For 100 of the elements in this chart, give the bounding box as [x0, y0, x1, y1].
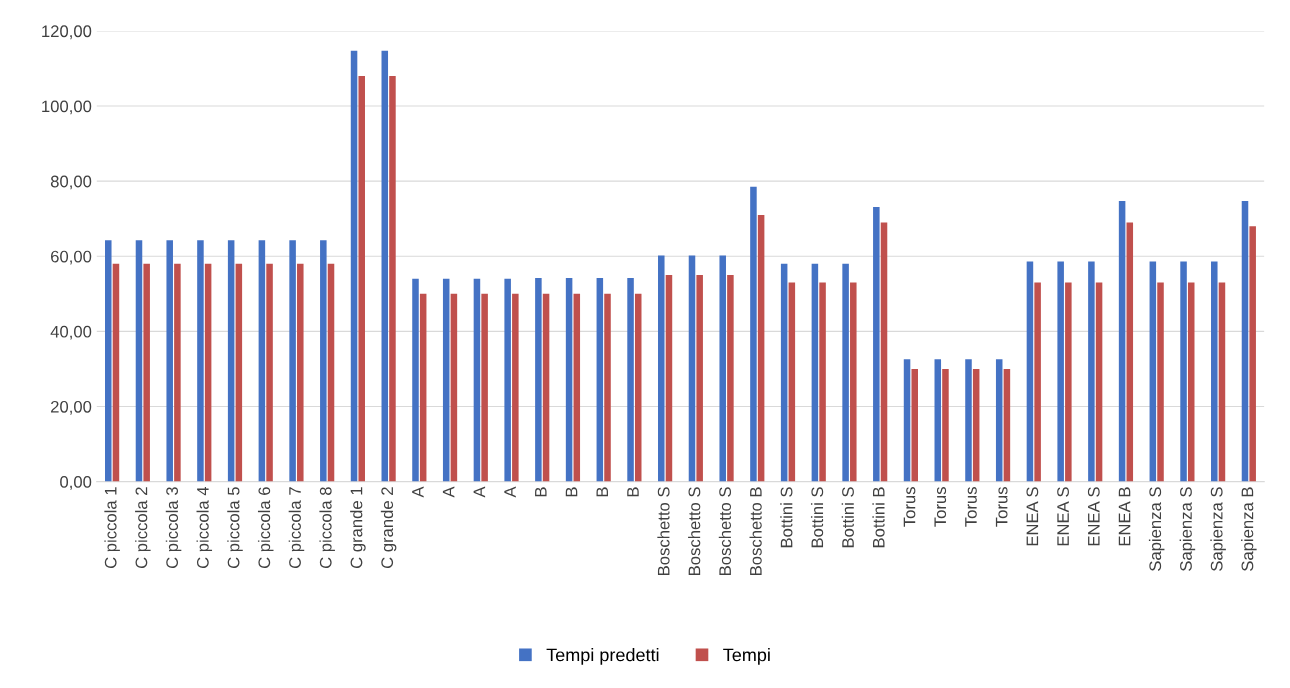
- x-tick-label: A: [473, 486, 486, 498]
- bar: [788, 282, 796, 482]
- bar: [473, 278, 481, 482]
- bar: [381, 50, 389, 482]
- bar: [634, 293, 642, 482]
- bar: [604, 293, 611, 482]
- y-tick-label: 20,00: [51, 400, 92, 415]
- bar: [174, 263, 181, 482]
- x-tick-label: A: [412, 486, 424, 498]
- x-tick-label: Sapienza S: [1148, 487, 1165, 571]
- y-tick-label: 80,00: [50, 175, 92, 190]
- bar: [1057, 261, 1064, 482]
- bar: [1118, 201, 1126, 482]
- x-tick-label: C piccola 7: [288, 487, 305, 569]
- bar: [350, 50, 358, 482]
- bar: [1034, 282, 1041, 482]
- bar: [850, 282, 857, 482]
- bar: [903, 359, 911, 482]
- bar: [934, 359, 942, 482]
- x-tick-label: C piccola 8: [319, 487, 335, 569]
- bar: [1149, 261, 1157, 482]
- bar: [658, 255, 665, 482]
- bar: [750, 186, 757, 482]
- x-tick-label: Torus: [965, 487, 977, 527]
- bar: [1003, 368, 1011, 482]
- bar: [842, 263, 849, 482]
- y-tick-label: 120,00: [42, 25, 92, 40]
- x-tick-label: Bottini S: [841, 487, 854, 548]
- x-tick-label: ENEA S: [1087, 487, 1100, 546]
- bar: [573, 293, 581, 482]
- x-tick-label: C piccola 4: [196, 486, 213, 569]
- bar: [235, 263, 243, 482]
- bar: [135, 240, 143, 482]
- bar: [204, 263, 212, 482]
- x-tick-label: A: [504, 486, 516, 498]
- bar: [266, 263, 273, 482]
- bar: [389, 76, 396, 482]
- bar: [627, 278, 634, 482]
- legend-label: Tempi predetti: [546, 648, 659, 665]
- x-tick-label: C piccola 1: [104, 487, 120, 569]
- x-tick-label: B: [535, 487, 547, 497]
- x-tick-label: B: [565, 487, 578, 497]
- bar: [419, 293, 427, 482]
- bar: [1218, 282, 1226, 482]
- x-tick-label: Boschetto B: [749, 487, 762, 575]
- x-tick-label: Torus: [934, 487, 947, 527]
- bar: [112, 263, 120, 482]
- bar: [780, 263, 788, 482]
- x-tick-label: C piccola 2: [135, 487, 151, 569]
- bar: [727, 275, 734, 482]
- bar: [412, 278, 419, 482]
- y-tick-label: 100,00: [42, 100, 92, 115]
- bar: [665, 275, 673, 482]
- bar: [1187, 282, 1195, 482]
- x-tick-label: A: [442, 486, 455, 498]
- bar: [911, 368, 918, 482]
- bar: [258, 240, 266, 482]
- bar: [1088, 261, 1095, 482]
- bar: [1211, 261, 1218, 482]
- bar: [811, 263, 819, 482]
- x-tick-label: C piccola 5: [227, 487, 243, 569]
- bar: [719, 255, 726, 482]
- x-tick-label: Bottini B: [872, 487, 885, 548]
- x-tick-label: Sapienza B: [1241, 487, 1257, 571]
- x-tick-label: ENEA B: [1118, 487, 1131, 546]
- bar: [1095, 282, 1103, 482]
- y-tick-label: 60,00: [51, 250, 92, 265]
- x-tick-label: B: [627, 487, 639, 497]
- bar: [688, 255, 696, 482]
- bar: [227, 240, 235, 482]
- bar: [819, 282, 826, 482]
- y-tick-label: 40,00: [50, 325, 92, 340]
- bar: [873, 207, 880, 482]
- bar: [1180, 261, 1187, 482]
- bar: [542, 293, 550, 482]
- bar: [327, 263, 335, 482]
- bar: [535, 278, 542, 482]
- bar: [105, 240, 112, 482]
- x-tick-label: ENEA S: [1057, 487, 1069, 546]
- x-tick-label: C grande 1: [350, 487, 366, 569]
- bar: [297, 263, 304, 482]
- bar: [995, 359, 1003, 482]
- x-tick-label: Bottini S: [780, 487, 793, 548]
- x-tick-label: C piccola 6: [257, 487, 274, 569]
- x-tick-label: Torus: [995, 487, 1008, 527]
- x-tick-label: Boschetto S: [718, 487, 732, 575]
- bar: [1126, 222, 1134, 482]
- bar: [143, 263, 150, 482]
- x-tick-label: C grande 2: [380, 487, 397, 569]
- x-tick-label: Boschetto S: [657, 487, 670, 575]
- x-tick-label: Bottini S: [810, 487, 824, 548]
- bar: [358, 76, 365, 482]
- bar: [942, 368, 949, 482]
- bar: [197, 240, 204, 482]
- bar: [972, 368, 980, 482]
- bar: [320, 240, 327, 482]
- x-tick-label: Sapienza S: [1210, 487, 1226, 571]
- bar: [512, 293, 519, 482]
- bar: [696, 275, 703, 482]
- x-tick-label: B: [596, 487, 608, 497]
